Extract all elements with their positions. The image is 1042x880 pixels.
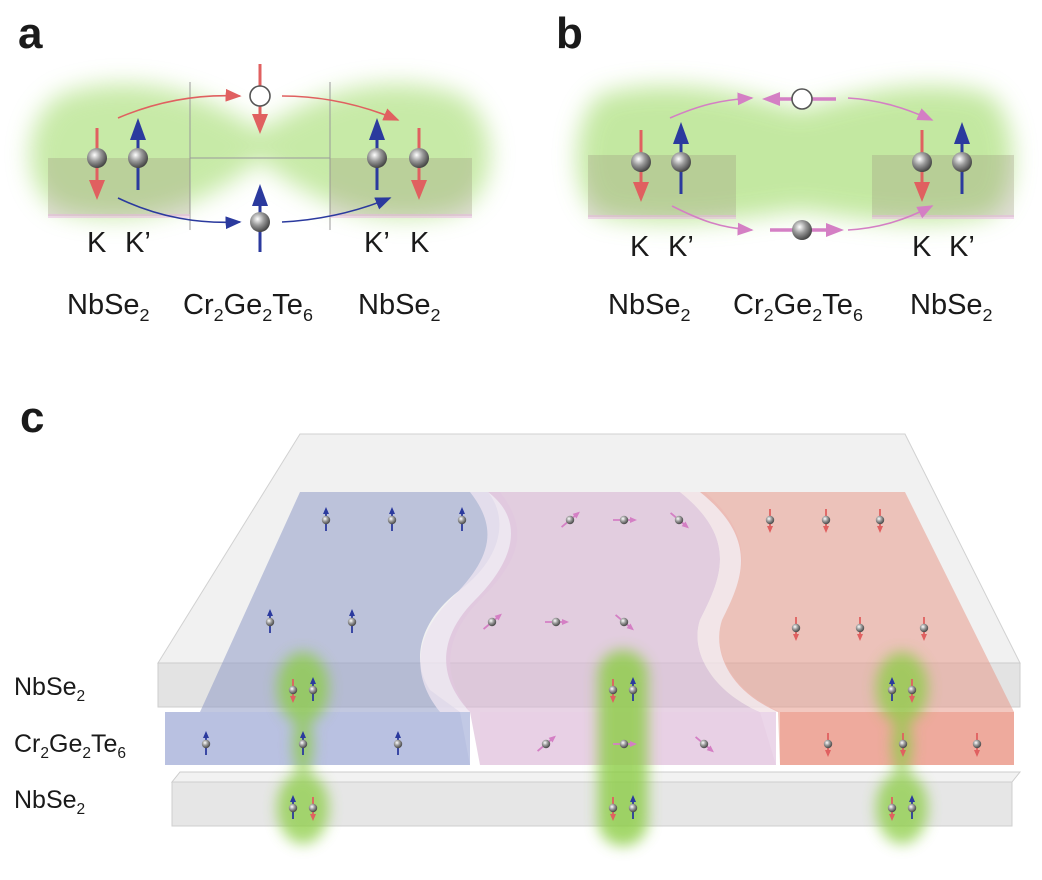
layer-label-cr2ge2te6: Cr2Ge2Te6 bbox=[14, 730, 126, 762]
panel-b-right-K-spin-down bbox=[912, 130, 932, 202]
panel-a-right-Kp-spin-up bbox=[367, 118, 387, 190]
panel-a-valley-K-left: K bbox=[87, 227, 107, 259]
panel-b-left-K-spin-down bbox=[631, 130, 651, 202]
panel-a-hop-arrow-top-left bbox=[117, 88, 242, 119]
panel-b-electron-spin-right bbox=[770, 220, 844, 240]
pair-spin-marker bbox=[608, 797, 618, 821]
spin-down-marker bbox=[821, 509, 831, 533]
panel-b-left-Kp-spin-up bbox=[671, 122, 691, 194]
cgt-front-blue bbox=[165, 712, 470, 765]
panel-a-left-K-spin-down bbox=[87, 128, 107, 200]
spin-inplane-marker bbox=[613, 739, 637, 749]
spin-inplane-marker bbox=[482, 613, 502, 630]
panel-b-material-middle: Cr2Ge2Te6 bbox=[733, 289, 863, 325]
spin-down-marker bbox=[898, 733, 908, 757]
spin-up-marker bbox=[201, 731, 211, 755]
panel-b-material-left: NbSe2 bbox=[608, 289, 691, 325]
panel-b-valley-K-right: K bbox=[912, 231, 932, 263]
panel-a-hop-arrow-top-right bbox=[281, 95, 400, 121]
spin-up-marker bbox=[387, 507, 397, 531]
panel-a: a bbox=[18, 9, 490, 325]
panel-a-valley-Kp-right: K’ bbox=[364, 227, 390, 259]
pair-spin-marker bbox=[907, 795, 917, 819]
spin-inplane-marker bbox=[669, 512, 689, 529]
domain-pink-edge bbox=[420, 492, 518, 712]
panel-a-hole-spin-down bbox=[249, 64, 271, 134]
panel-a-material-right: NbSe2 bbox=[358, 289, 441, 325]
pair-spin-marker bbox=[308, 677, 318, 701]
panel-b-material-right: NbSe2 bbox=[910, 289, 993, 325]
pair-spin-marker bbox=[308, 797, 318, 821]
panel-b-hop-arrow-top-right bbox=[847, 97, 934, 121]
panel-a-electron-spin-up bbox=[250, 184, 270, 252]
spin-down-marker bbox=[972, 733, 982, 757]
panel-a-valley-Kp-left: K’ bbox=[125, 227, 151, 259]
panel-a-valley-K-right: K bbox=[410, 227, 430, 259]
panel-b-hop-arrow-top-left bbox=[669, 92, 754, 119]
panel-a-glow bbox=[30, 83, 490, 218]
panel-a-right-K-spin-down bbox=[409, 128, 429, 200]
panel-c: c bbox=[14, 393, 1022, 846]
panel-b-valley-K-left: K bbox=[630, 231, 650, 263]
panel-a-hop-arrow-bottom-left bbox=[117, 197, 242, 230]
spin-up-marker bbox=[321, 507, 331, 531]
panel-c-spins bbox=[201, 507, 982, 821]
panel-a-right-slab bbox=[330, 158, 472, 216]
spin-up-marker bbox=[347, 609, 357, 633]
spin-down-marker bbox=[765, 509, 775, 533]
panel-b-right-slab bbox=[872, 155, 1014, 217]
spin-inplane-marker bbox=[536, 735, 556, 752]
pair-spin-marker bbox=[887, 797, 897, 821]
panel-b-hop-arrow-bottom-left bbox=[671, 205, 754, 236]
panel-a-hop-arrow-bottom-right bbox=[281, 197, 392, 223]
spin-inplane-marker bbox=[545, 617, 569, 627]
panel-a-letter: a bbox=[18, 9, 43, 58]
pair-spin-marker bbox=[628, 795, 638, 819]
domain-blue bbox=[165, 492, 500, 765]
panel-a-material-left: NbSe2 bbox=[67, 289, 150, 325]
panel-c-letter: c bbox=[20, 393, 44, 442]
pair-spin-marker bbox=[628, 677, 638, 701]
spin-inplane-marker bbox=[694, 736, 714, 753]
pair-glow-left bbox=[277, 652, 329, 844]
pair-spin-marker bbox=[887, 677, 897, 701]
panel-b-valley-Kp-right: K’ bbox=[949, 231, 975, 263]
spin-down-marker bbox=[791, 617, 801, 641]
layer-label-top-nbse2: NbSe2 bbox=[14, 673, 85, 705]
panel-b-valley-Kp-left: K’ bbox=[668, 231, 694, 263]
panel-b-left-slab bbox=[588, 155, 736, 217]
spin-down-marker bbox=[855, 617, 865, 641]
layer-label-bottom-nbse2: NbSe2 bbox=[14, 786, 85, 818]
pair-spin-marker bbox=[907, 679, 917, 703]
spin-down-marker bbox=[823, 733, 833, 757]
domain-red-edge bbox=[680, 492, 780, 712]
pair-spin-marker bbox=[288, 795, 298, 819]
spin-inplane-marker bbox=[614, 614, 634, 631]
spin-up-marker bbox=[457, 507, 467, 531]
panel-b-hop-arrow-bottom-right bbox=[847, 205, 934, 231]
spin-down-marker bbox=[875, 509, 885, 533]
panel-a-grid bbox=[189, 82, 331, 230]
spin-up-marker bbox=[265, 609, 275, 633]
spin-inplane-marker bbox=[613, 515, 637, 525]
panel-b: b bbox=[556, 9, 1014, 325]
panel-b-glow bbox=[577, 86, 1013, 223]
spin-up-marker bbox=[393, 731, 403, 755]
pair-spin-marker bbox=[608, 679, 618, 703]
panel-b-right-Kp-spin-up bbox=[952, 122, 972, 194]
spin-up-marker bbox=[298, 731, 308, 755]
domain-pink bbox=[446, 492, 776, 765]
panel-b-letter: b bbox=[556, 9, 583, 58]
panel-b-hole-spin-left bbox=[762, 88, 836, 110]
pair-spin-marker bbox=[288, 679, 298, 703]
panel-a-material-middle: Cr2Ge2Te6 bbox=[183, 289, 313, 325]
panel-a-left-slab bbox=[48, 158, 190, 216]
spin-inplane-marker bbox=[560, 511, 580, 528]
panel-a-left-Kp-spin-up bbox=[128, 118, 148, 190]
spin-down-marker bbox=[919, 617, 929, 641]
